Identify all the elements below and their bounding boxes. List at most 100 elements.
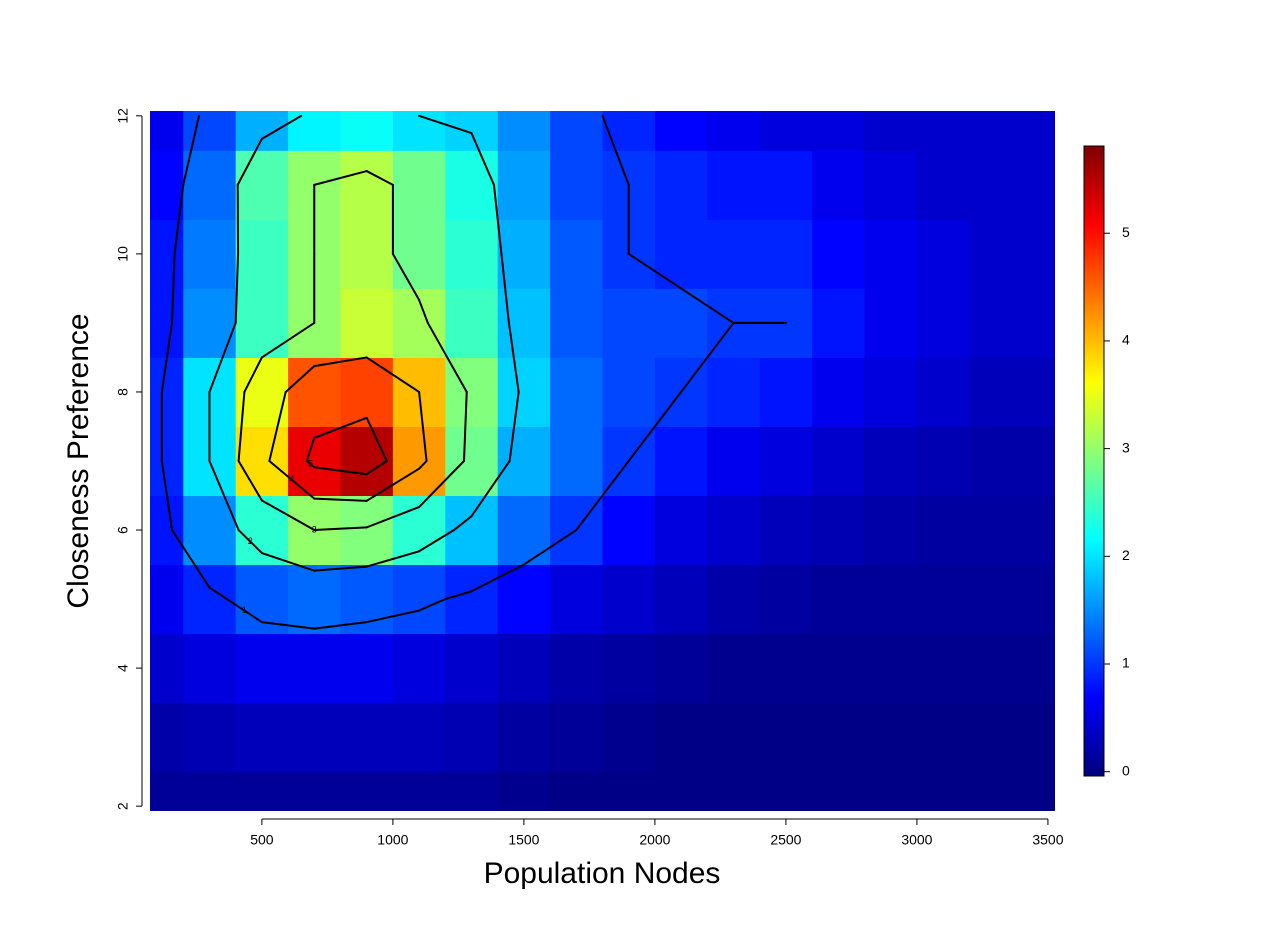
x-tick-label: 500 — [250, 832, 274, 848]
heat-cell — [916, 702, 970, 773]
contour-line — [418, 529, 456, 553]
heat-cell — [340, 702, 394, 773]
heat-cell — [759, 426, 813, 497]
x-tick-label: 2500 — [770, 832, 801, 848]
heat-cell — [497, 771, 551, 811]
heat-cell — [864, 564, 918, 635]
contour-line — [418, 598, 447, 612]
heat-cell — [150, 111, 184, 151]
heat-cell — [654, 564, 708, 635]
heat-cell — [183, 702, 237, 773]
heat-cell — [654, 633, 708, 704]
colorbar-tick-label: 2 — [1122, 547, 1130, 563]
heat-cell — [707, 219, 761, 289]
contour-line — [237, 460, 263, 502]
heat-cell — [812, 150, 866, 220]
heat-cell — [340, 111, 394, 151]
heat-cell — [707, 426, 761, 497]
heat-cell — [812, 426, 866, 497]
heat-cell — [340, 426, 394, 497]
heat-cell — [288, 633, 341, 704]
heat-cell — [288, 771, 341, 811]
contour-line — [171, 529, 211, 589]
heat-cell — [1021, 357, 1055, 427]
heat-cell — [497, 702, 551, 773]
contour-line — [313, 621, 368, 630]
y-tick-label: 2 — [115, 802, 131, 810]
heat-cell — [969, 150, 1023, 220]
heat-cell — [654, 219, 708, 289]
x-tick-label: 3000 — [901, 832, 932, 848]
heat-cell — [707, 771, 761, 811]
heat-cell — [235, 633, 289, 704]
heat-cell — [654, 771, 708, 811]
heat-cell — [550, 771, 603, 811]
heat-cell — [969, 771, 1023, 811]
heat-cell — [864, 702, 918, 773]
heat-cell — [235, 288, 289, 358]
heat-cell — [497, 495, 551, 566]
heat-cell — [445, 771, 499, 811]
contour-line — [575, 460, 630, 532]
heat-cell — [1021, 771, 1055, 811]
contour-line — [313, 356, 368, 368]
contour-line — [470, 132, 495, 186]
heat-cell — [812, 633, 866, 704]
heat-cell — [759, 771, 813, 811]
heat-cell — [497, 219, 551, 289]
heat-cell — [183, 288, 237, 358]
contour-line — [444, 590, 473, 601]
contour-line — [418, 298, 429, 324]
contour-line — [268, 460, 316, 500]
contour-line — [680, 287, 735, 324]
heat-cell — [916, 633, 970, 704]
heat-cell — [864, 288, 918, 358]
contour-line — [365, 609, 421, 624]
heat-cell — [550, 702, 603, 773]
heat-cell — [759, 564, 813, 635]
heat-cell — [864, 357, 918, 427]
heat-cell — [1021, 288, 1055, 358]
y-tick-label: 10 — [115, 246, 131, 262]
contour-line — [453, 515, 473, 532]
heat-cell — [183, 633, 237, 704]
contour-line — [313, 416, 368, 439]
heat-cell — [1021, 702, 1055, 773]
heat-cell — [150, 495, 184, 566]
contour-line — [173, 183, 185, 255]
heat-cell — [812, 288, 866, 358]
heat-cell — [392, 150, 446, 220]
heat-cell — [969, 426, 1023, 497]
contour-line — [234, 252, 240, 324]
heat-cell — [812, 495, 866, 566]
heat-cell — [1021, 111, 1055, 151]
heat-cell — [602, 495, 656, 566]
colorbar-tick-label: 4 — [1122, 332, 1130, 348]
heat-cell — [654, 426, 708, 497]
contour-line — [237, 390, 246, 462]
contour-line — [313, 497, 368, 502]
heat-cell — [235, 150, 289, 220]
contour-label: 4 — [289, 474, 294, 484]
heat-cell — [916, 111, 970, 151]
heat-cell — [150, 633, 184, 704]
contour-line — [365, 467, 421, 502]
heat-cell — [550, 564, 603, 635]
x-axis-label: Population Nodes — [484, 857, 721, 890]
heat-cell — [497, 150, 551, 220]
heat-cell — [340, 357, 394, 427]
y-tick-label: 6 — [115, 526, 131, 534]
contour-line — [305, 436, 316, 462]
heat-cell — [150, 426, 184, 497]
heat-cell — [602, 702, 656, 773]
heat-cell — [235, 771, 289, 811]
heat-cell — [864, 111, 918, 151]
contour-line — [160, 460, 174, 532]
heat-cell — [340, 633, 394, 704]
heat-cell — [969, 111, 1023, 151]
contour-line — [418, 390, 428, 462]
heat-cell — [864, 150, 918, 220]
heat-cell — [392, 426, 446, 497]
contour-line — [418, 460, 466, 509]
colorbar-tick-label: 0 — [1122, 762, 1130, 778]
